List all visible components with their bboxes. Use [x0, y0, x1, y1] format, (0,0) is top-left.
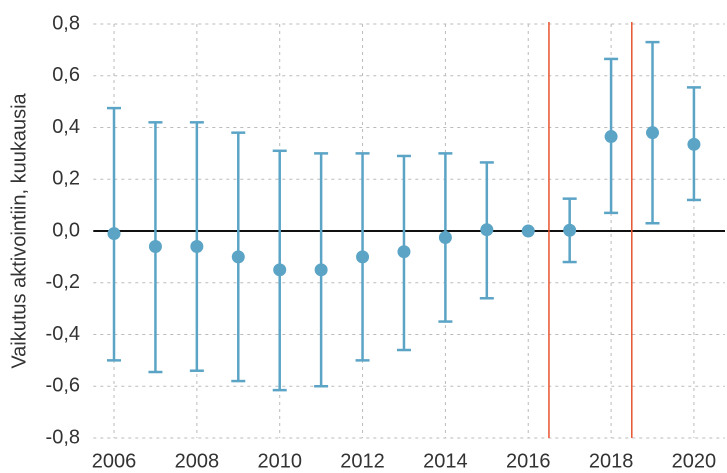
x-tick-label: 2010 [257, 450, 302, 472]
y-tick-label: -0,6 [46, 375, 80, 397]
y-tick-label: -0,8 [46, 426, 80, 448]
point [273, 263, 287, 277]
point [563, 223, 577, 237]
x-tick-label: 2006 [92, 450, 137, 472]
y-tick-label: -0,2 [46, 271, 80, 293]
y-axis-label: Vaikutus aktivointiin, kuukausia [8, 92, 30, 368]
point [148, 240, 162, 254]
x-tick-label: 2018 [589, 450, 634, 472]
point [604, 130, 618, 144]
point [107, 227, 121, 241]
point [397, 245, 411, 259]
point [356, 250, 370, 264]
y-tick-label: 0,4 [52, 116, 80, 138]
point [521, 224, 535, 238]
x-tick-label: 2012 [340, 450, 385, 472]
y-tick-label: -0,4 [46, 323, 80, 345]
point [314, 263, 328, 277]
point [480, 223, 494, 237]
x-tick-label: 2008 [175, 450, 220, 472]
x-tick-label: 2020 [672, 450, 717, 472]
y-tick-label: 0,0 [52, 219, 80, 241]
y-tick-label: 0,6 [52, 64, 80, 86]
point [190, 240, 204, 254]
point [231, 250, 245, 264]
y-tick-label: 0,8 [52, 12, 80, 34]
x-tick-label: 2014 [423, 450, 468, 472]
point [646, 126, 660, 140]
y-tick-label: 0,2 [52, 168, 80, 190]
point [687, 137, 701, 151]
point [438, 230, 452, 244]
x-tick-label: 2016 [506, 450, 551, 472]
